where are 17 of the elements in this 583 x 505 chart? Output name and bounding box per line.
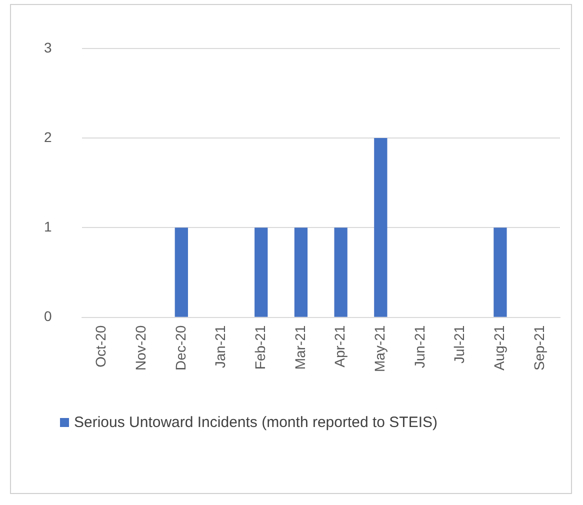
x-tick-label: May-21	[372, 325, 388, 372]
y-tick-label: 3	[44, 39, 52, 56]
x-tick-label: Dec-20	[172, 325, 188, 370]
x-tick-label: Mar-21	[292, 325, 308, 370]
x-tick-label: Nov-20	[132, 325, 148, 370]
x-tick-label: Jul-21	[451, 325, 468, 364]
x-tick-label: Aug-21	[491, 325, 508, 370]
x-tick-label: Oct-20	[92, 325, 109, 368]
x-tick-label: Jan-21	[212, 325, 228, 368]
y-tick-label: 0	[44, 308, 52, 324]
x-tick-label: Sep-21	[530, 325, 547, 370]
x-tick-label: Jun-21	[411, 325, 428, 368]
legend-label: Serious Untoward Incidents (month reported to STEIS)	[73, 413, 439, 433]
y-tick-label: 2	[44, 128, 52, 145]
x-tick-label: Apr-21	[332, 325, 348, 368]
x-tick-label: Feb-21	[252, 325, 268, 370]
y-tick-label: 1	[44, 218, 52, 235]
